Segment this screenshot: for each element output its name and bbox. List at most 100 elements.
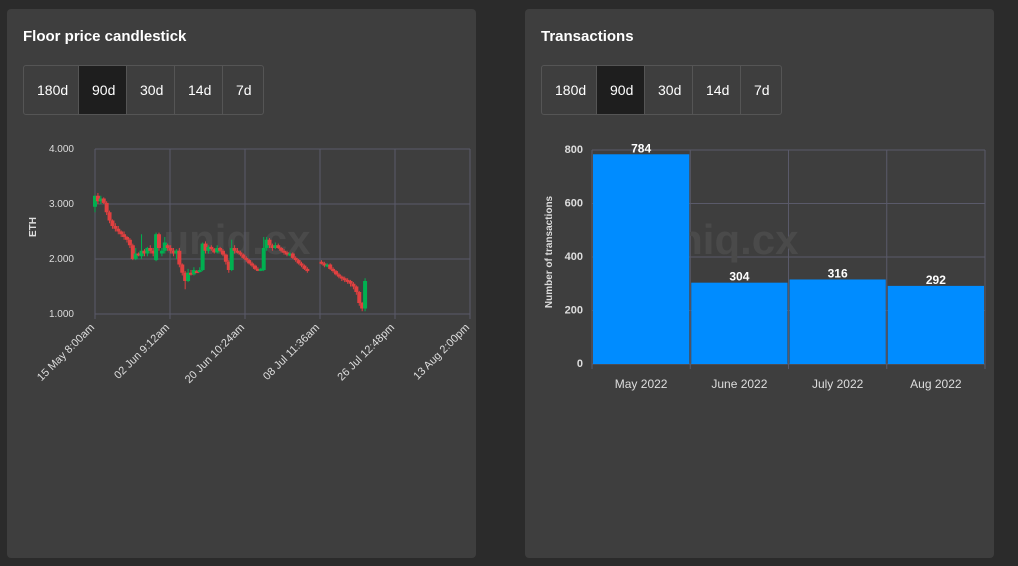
- y-axis-label: ETH: [28, 217, 39, 237]
- candle-body: [261, 248, 266, 270]
- candle-body: [267, 239, 272, 246]
- candle-body: [351, 283, 356, 287]
- candlestick-panel: Floor price candlestick 180d 90d 30d 14d 7d …: [7, 9, 476, 558]
- candle-body: [154, 234, 159, 261]
- candle-body: [348, 281, 353, 284]
- candle-body: [258, 268, 263, 271]
- candle-body: [328, 264, 333, 269]
- tab-7d[interactable]: 7d: [236, 82, 252, 98]
- candle-body: [139, 250, 144, 257]
- transactions-panel: Transactions 180d 90d 30d 14d 7d 0 200 400 600 8…: [525, 9, 994, 558]
- candle-body: [226, 261, 231, 270]
- candle-body: [124, 237, 129, 240]
- candle-body: [156, 234, 161, 248]
- y-tick-label: 600: [565, 198, 583, 210]
- candle-body: [188, 272, 193, 275]
- candle-body: [104, 202, 109, 213]
- candle-body: [203, 243, 208, 251]
- candle-body: [162, 242, 167, 251]
- x-tick-label: June 2022: [711, 377, 767, 391]
- candle-body: [238, 252, 243, 255]
- tab-180d[interactable]: 180d: [24, 66, 79, 114]
- candle-body: [116, 228, 121, 232]
- candle-body: [180, 264, 185, 273]
- x-tick-label: 02 Jun 9:12am: [112, 322, 172, 382]
- candle-body: [130, 245, 135, 259]
- candle-body: [357, 292, 362, 303]
- candle-body: [194, 271, 199, 274]
- y-tick-label: 0: [577, 358, 583, 370]
- candle-body: [122, 234, 127, 237]
- candle-body: [177, 250, 182, 265]
- candle-body: [276, 245, 281, 248]
- tab-7d[interactable]: 7d: [754, 82, 770, 98]
- x-tick-label: 20 Jun 10:24am: [183, 322, 247, 386]
- candle-body: [191, 270, 196, 275]
- candle-body: [279, 248, 284, 251]
- candle-body: [241, 254, 246, 258]
- candle-body: [186, 272, 191, 281]
- tab-14d[interactable]: 14d: [175, 66, 223, 114]
- candle-body: [345, 279, 350, 282]
- candle-body: [232, 248, 237, 251]
- candle-body: [247, 260, 252, 264]
- x-tick-label: 08 Jul 11:36am: [261, 322, 322, 383]
- candle-body: [206, 246, 211, 251]
- y-tick-label: 3.000: [49, 199, 74, 210]
- candle-body: [255, 268, 260, 271]
- candle-body: [159, 250, 164, 254]
- candle-body: [127, 239, 132, 246]
- candle-body: [342, 278, 347, 281]
- candle-body: [264, 239, 269, 248]
- candle-body: [209, 246, 214, 250]
- candle-body: [145, 248, 150, 254]
- candle-body: [151, 250, 156, 254]
- tab-180d[interactable]: 180d: [542, 66, 597, 114]
- candle-body: [95, 195, 100, 202]
- candlestick-chart: uniq.cx 1.000 2.000 3.000 4.000 15 May 8:00am…: [28, 144, 472, 386]
- x-tick-label: May 2022: [615, 377, 668, 391]
- candle-body: [322, 263, 327, 266]
- candle-body: [360, 303, 365, 309]
- candle-body: [119, 231, 124, 235]
- candle-body: [113, 226, 118, 229]
- tab-30d[interactable]: 30d: [127, 66, 175, 114]
- tab-90d[interactable]: 90d: [79, 66, 127, 114]
- candle-body: [171, 250, 176, 254]
- tab-90d[interactable]: 90d: [597, 66, 645, 114]
- tab-30d[interactable]: 30d: [645, 66, 693, 114]
- tab-14d[interactable]: 14d: [693, 66, 741, 114]
- candle-body: [363, 281, 368, 309]
- panel-title: Floor price candlestick: [23, 28, 187, 45]
- y-tick-label: 200: [565, 305, 583, 317]
- candle-body: [223, 254, 228, 262]
- candle-body: [252, 265, 257, 269]
- bar: [691, 282, 788, 364]
- candle-body: [215, 248, 220, 253]
- y-tick-label: 1.000: [49, 309, 74, 320]
- y-tick-label: 800: [565, 144, 583, 156]
- candle-body: [325, 264, 330, 267]
- candle-body: [270, 245, 275, 248]
- candle-body: [302, 265, 307, 269]
- candle-body: [220, 250, 225, 255]
- candle-body: [218, 248, 223, 251]
- candle-body: [133, 253, 138, 259]
- candle-body: [339, 276, 344, 279]
- range-tabs: 180d 90d 30d 14d 7d: [541, 65, 782, 115]
- candle-body: [250, 263, 255, 266]
- candle-body: [142, 250, 147, 254]
- bar-value-label: 292: [926, 273, 946, 287]
- candle-body: [235, 250, 240, 253]
- candle-body: [107, 212, 112, 221]
- candle-body: [229, 248, 234, 270]
- candle-body: [293, 257, 298, 261]
- candle-body: [244, 257, 249, 261]
- watermark: uniq.cx: [163, 216, 311, 263]
- bar: [887, 285, 984, 364]
- candle-body: [287, 253, 292, 256]
- candle-body: [282, 250, 287, 253]
- bar: [789, 279, 886, 364]
- candle-body: [333, 271, 338, 275]
- candle-body: [93, 195, 97, 207]
